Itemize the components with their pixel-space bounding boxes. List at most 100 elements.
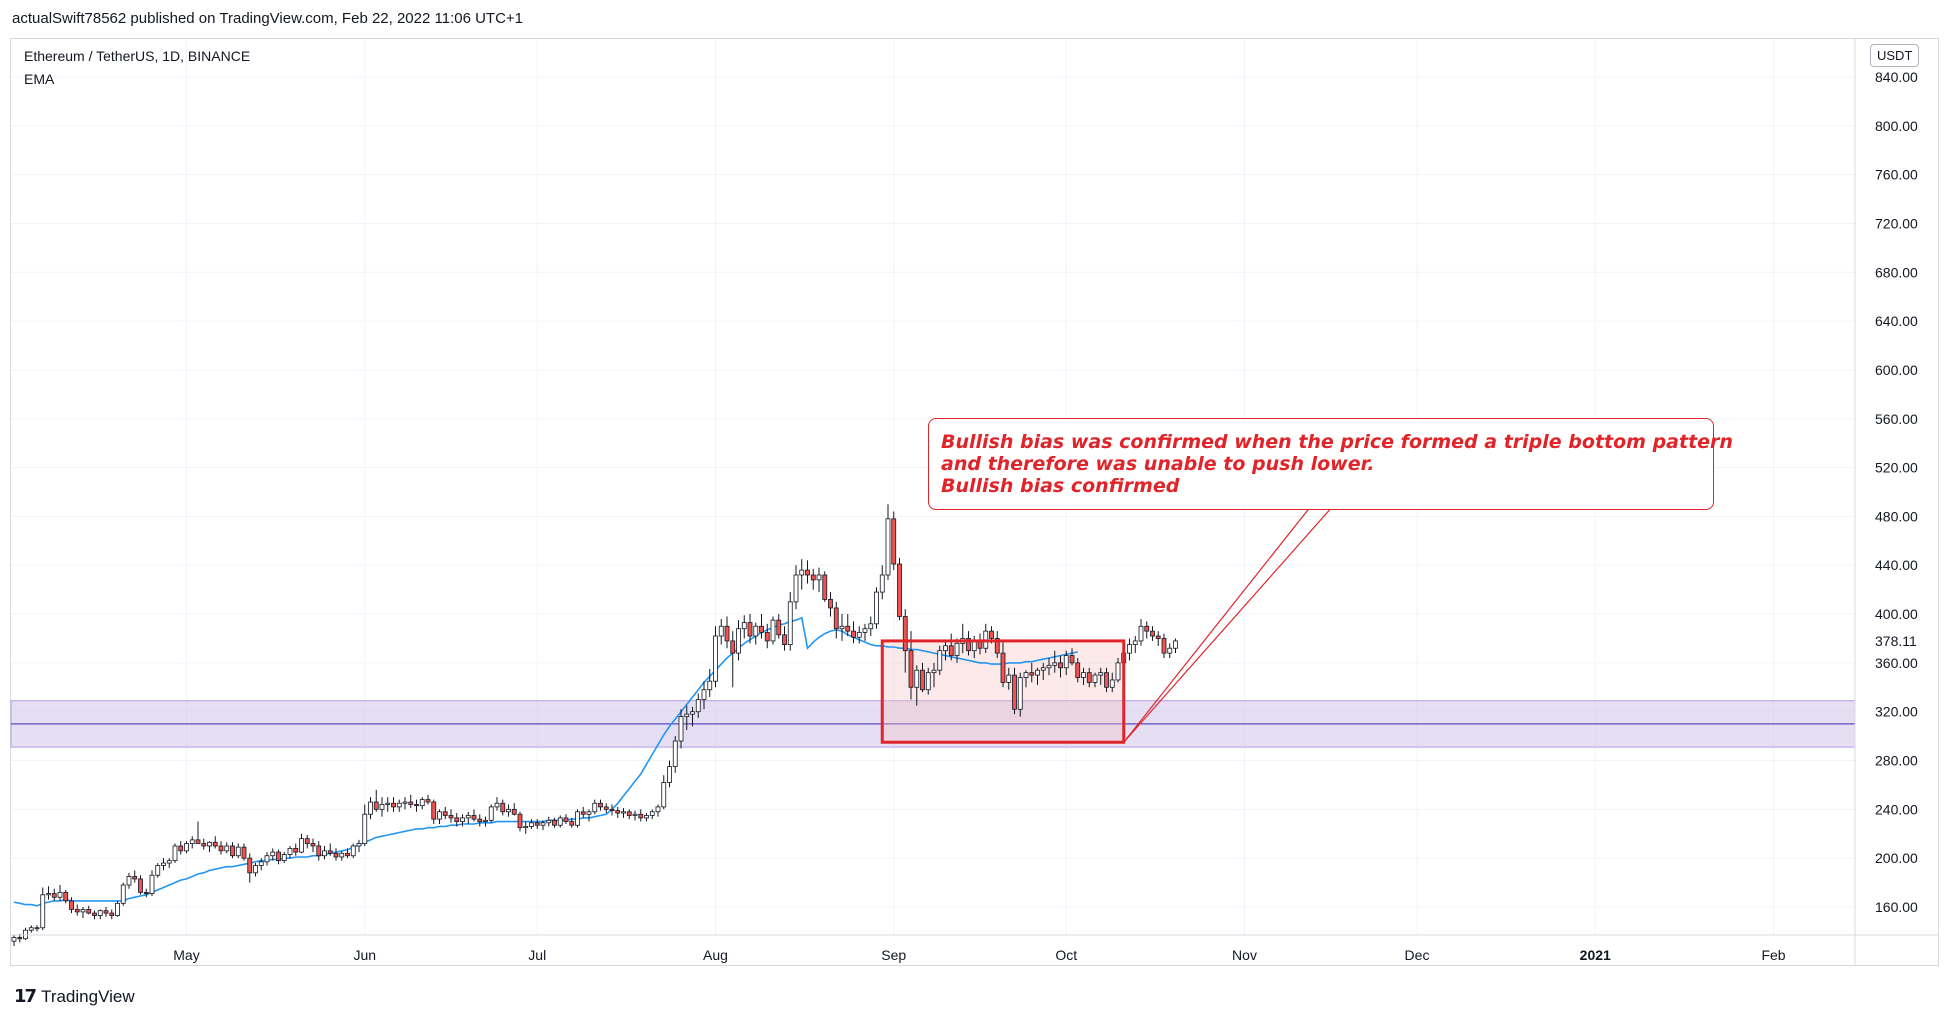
- candle-body: [184, 843, 189, 852]
- candle-body: [741, 622, 747, 630]
- annotation-callout[interactable]: Bullish bias was confirmed when the pric…: [928, 418, 1733, 510]
- candle-body: [1138, 625, 1144, 642]
- candle-body: [195, 839, 201, 844]
- candle-body: [97, 910, 103, 916]
- candle-up: [396, 799, 402, 812]
- candle-down: [1000, 640, 1006, 688]
- candle-body: [684, 713, 690, 717]
- price-tick-label: 760.00: [1875, 167, 1918, 183]
- price-tick-label: 480.00: [1875, 508, 1918, 524]
- price-tick-label: 200.00: [1875, 850, 1918, 866]
- price-axis[interactable]: 160.00 200.00 240.00 280.00 320.00 360.00 400.…: [1854, 39, 1918, 965]
- candle-up: [149, 870, 155, 897]
- candle-body: [293, 848, 299, 853]
- candle-up: [943, 640, 948, 661]
- candle-up: [678, 709, 684, 749]
- candle-body: [511, 808, 517, 815]
- candle-body: [966, 638, 971, 652]
- symbol-legend[interactable]: Ethereum / TetherUS, 1D, BINANCE: [24, 48, 251, 64]
- time-tick-label: Nov: [1232, 947, 1257, 963]
- candle-up: [1023, 670, 1029, 688]
- candle-up: [339, 850, 345, 861]
- candle-down: [609, 804, 615, 816]
- time-tick-label: Jul: [528, 947, 546, 963]
- candle-down: [747, 614, 753, 644]
- candle-down: [994, 631, 1000, 658]
- price-tick-label: 360.00: [1875, 655, 1918, 671]
- candle-body: [1086, 672, 1092, 683]
- candle-body: [51, 893, 57, 898]
- candle-up: [655, 804, 661, 817]
- candle-body: [437, 811, 442, 820]
- candle-down: [833, 601, 839, 639]
- candle-up: [529, 819, 534, 829]
- time-tick-label: Jun: [353, 947, 376, 963]
- candle-body: [264, 855, 270, 863]
- candle-body: [776, 619, 782, 636]
- candle-down: [891, 511, 897, 571]
- candle-up: [1040, 662, 1046, 680]
- candle-body: [258, 861, 264, 866]
- candle-down: [552, 817, 557, 828]
- candle-body: [333, 852, 339, 858]
- currency-button[interactable]: USDT: [1870, 44, 1920, 67]
- candle-up: [235, 843, 241, 859]
- published-header: actualSwift78562 published on TradingVie…: [12, 10, 524, 27]
- candle-up: [1127, 638, 1132, 661]
- candle-up: [914, 665, 920, 706]
- footer-brand[interactable]: 𝟭𝟳 TradingView: [14, 986, 135, 1007]
- candle-down: [454, 813, 460, 827]
- candle-body: [189, 839, 195, 844]
- candle-body: [1098, 672, 1104, 676]
- candle-body: [701, 689, 707, 700]
- candle-up: [494, 797, 500, 811]
- candle-down: [247, 853, 253, 883]
- candle-down: [1086, 667, 1092, 688]
- candle-body: [57, 891, 63, 898]
- candle-up: [379, 797, 385, 817]
- candle-body: [1063, 655, 1069, 669]
- candle-body: [500, 802, 506, 813]
- candle-up: [80, 907, 86, 918]
- candle-body: [874, 591, 879, 625]
- candle-body: [477, 818, 483, 822]
- annotation-line-2: and therefore was unable to push lower.: [941, 453, 1375, 475]
- candle-body: [402, 801, 408, 804]
- candle-body: [1115, 662, 1121, 681]
- candle-body: [902, 616, 908, 652]
- candle-up: [557, 815, 563, 828]
- candle-up: [120, 882, 126, 906]
- candle-body: [713, 635, 718, 682]
- candle-up: [937, 645, 943, 676]
- candle-down: [391, 797, 396, 812]
- candle-body: [1058, 662, 1063, 669]
- candle-down: [805, 560, 810, 584]
- price-tick-label: 640.00: [1875, 313, 1918, 329]
- triple-bottom-box[interactable]: [880, 639, 1126, 744]
- price-tick-label: 160.00: [1875, 899, 1918, 915]
- candle-down: [69, 897, 74, 914]
- time-axis[interactable]: May Jun Jul Aug Sep Oct Nov Dec 2021 Feb: [11, 934, 1939, 963]
- candle-up: [1167, 643, 1173, 658]
- candle-body: [345, 852, 350, 857]
- candle-up: [753, 622, 759, 645]
- candle-down: [1075, 658, 1081, 683]
- candle-body: [655, 806, 661, 813]
- candle-body: [161, 862, 166, 866]
- candle-body: [109, 912, 115, 916]
- candle-body: [592, 802, 598, 813]
- indicator-legend[interactable]: EMA: [24, 71, 55, 87]
- annotation-line-1: Bullish bias was confirmed when the pric…: [941, 431, 1733, 453]
- candle-body: [212, 841, 218, 847]
- candle-body: [862, 628, 868, 633]
- candle-body: [856, 631, 862, 638]
- candle-up: [816, 567, 822, 593]
- candle-up: [11, 935, 17, 947]
- candle-up: [460, 814, 465, 827]
- candle-body: [540, 822, 546, 826]
- candle-body: [649, 811, 655, 816]
- price-tick-label: 440.00: [1875, 557, 1918, 573]
- candle-body: [891, 518, 897, 565]
- candle-up: [253, 863, 258, 877]
- candle-up: [713, 626, 718, 688]
